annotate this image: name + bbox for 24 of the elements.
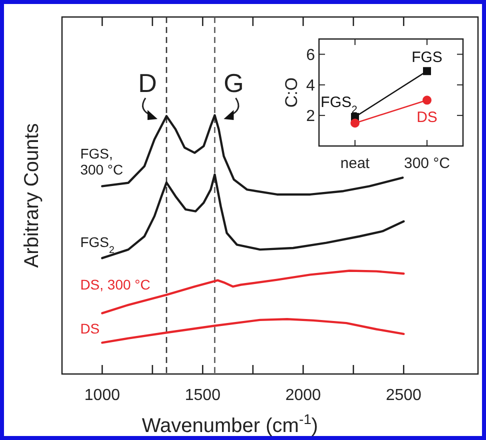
y-tick-label: 2 <box>306 108 316 126</box>
series-label: FGS$_{2}$ <box>80 234 114 256</box>
y-axis-title: C:O <box>282 77 301 108</box>
annotation: FGS$_{2}$ <box>320 94 358 116</box>
ref-line-label: D <box>138 68 157 98</box>
y-axis-title: Arbitrary Counts <box>21 123 43 268</box>
y-tick-label: 4 <box>306 77 316 94</box>
series-label: DS, 300 °C <box>80 276 150 292</box>
series-label: FGS, 300 °C <box>80 145 124 178</box>
point <box>422 96 432 105</box>
x-tick-label: neat <box>340 155 370 172</box>
series-label: DS <box>80 320 100 337</box>
ref-line-label: G <box>224 68 244 98</box>
y-tick-label: 6 <box>306 46 316 64</box>
annotation: FGS <box>412 49 442 66</box>
x-tick-label: 2500 <box>386 387 422 404</box>
point <box>350 118 360 128</box>
annotation: DS <box>416 109 438 126</box>
x-axis-title: Wavenumber (cm$^{-1}$) <box>142 411 318 437</box>
x-tick-label: 1500 <box>184 387 221 404</box>
x-tick-label: 1000 <box>84 387 120 404</box>
x-tick-label: 300 °C <box>404 155 450 172</box>
x-tick-label: 2000 <box>285 387 322 404</box>
point <box>423 67 431 76</box>
